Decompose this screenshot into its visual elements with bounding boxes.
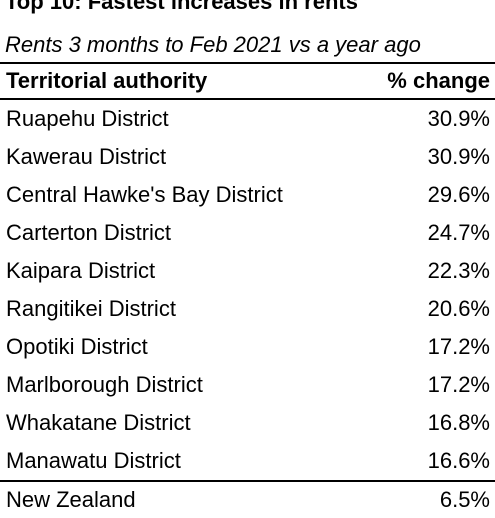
table-title: Top 10: Fastest increases in rents [5,0,358,14]
row-change: 22.3% [427,258,490,283]
table-row: Kaipara District 22.3% [0,252,495,290]
table-subtitle: Rents 3 months to Feb 2021 vs a year ago [5,32,421,57]
footer-change: 6.5% [439,487,490,512]
rent-increase-table: Territorial authority % change Ruapehu D… [0,62,495,518]
table-row: Kawerau District 30.9% [0,138,495,176]
row-name: Kaipara District [6,258,156,283]
table-row: Opotiki District 17.2% [0,328,495,366]
row-name: Opotiki District [6,334,148,359]
footer-name: New Zealand [6,487,136,512]
row-change: 16.6% [427,448,490,473]
header-territorial-authority: Territorial authority [6,68,208,93]
row-name: Manawatu District [6,448,181,473]
row-change: 20.6% [427,296,490,321]
row-change: 17.2% [427,372,490,397]
header-percent-change: % change [387,68,490,93]
row-change: 17.2% [427,334,490,359]
row-change: 29.6% [427,182,490,207]
table-row: Ruapehu District 30.9% [0,100,495,138]
table-row: Central Hawke's Bay District 29.6% [0,176,495,214]
table-row: Carterton District 24.7% [0,214,495,252]
row-name: Kawerau District [6,144,167,169]
table-header-row: Territorial authority % change [0,62,495,100]
row-name: Carterton District [6,220,172,245]
row-change: 24.7% [427,220,490,245]
row-name: Rangitikei District [6,296,176,321]
table-row: Rangitikei District 20.6% [0,290,495,328]
table-row: Manawatu District 16.6% [0,442,495,480]
table-row: Whakatane District 16.8% [0,404,495,442]
row-name: Central Hawke's Bay District [6,182,283,207]
row-name: Ruapehu District [6,106,169,131]
row-change: 30.9% [427,144,490,169]
table-row: Marlborough District 17.2% [0,366,495,404]
row-name: Whakatane District [6,410,191,435]
row-name: Marlborough District [6,372,203,397]
table-footer-row: New Zealand 6.5% [0,480,495,518]
row-change: 30.9% [427,106,490,131]
row-change: 16.8% [427,410,490,435]
